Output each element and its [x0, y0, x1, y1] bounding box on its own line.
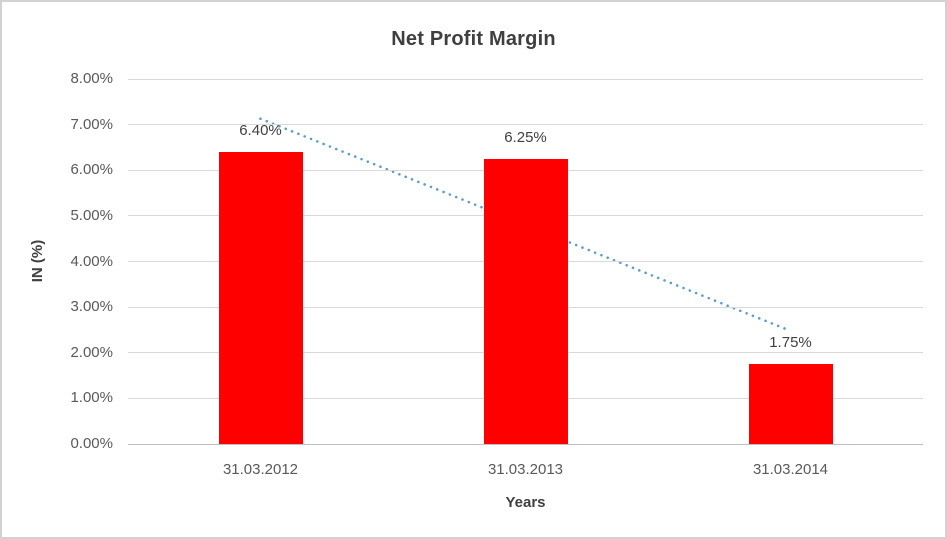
- y-tick-label: 1.00%: [70, 389, 113, 407]
- y-tick-label: 8.00%: [70, 70, 113, 87]
- x-tick-label: 31.03.2014: [752, 461, 829, 478]
- x-axis-title: Years: [505, 494, 546, 511]
- y-tick-label: 3.00%: [70, 298, 113, 316]
- y-tick-label: 7.00%: [70, 115, 113, 133]
- bar: [748, 364, 833, 444]
- bar-data-label: 1.75%: [769, 334, 812, 352]
- y-tick-label: 5.00%: [70, 206, 113, 224]
- bar-data-label: 6.40%: [239, 122, 282, 139]
- y-tick-label: 2.00%: [70, 343, 113, 361]
- y-tick-label: 0.00%: [70, 435, 113, 452]
- plot-area: [128, 78, 923, 445]
- x-tick-label: 31.03.2013: [487, 461, 564, 478]
- gridline: [128, 78, 923, 80]
- bar: [218, 152, 303, 444]
- bar-data-label: 6.25%: [504, 128, 547, 146]
- chart-title: Net Profit Margin: [391, 28, 556, 50]
- y-tick-label: 6.00%: [70, 161, 113, 179]
- gridline: [128, 124, 923, 126]
- x-tick-label: 31.03.2012: [222, 461, 299, 478]
- y-tick-label: 4.00%: [70, 252, 113, 270]
- bar: [483, 158, 568, 444]
